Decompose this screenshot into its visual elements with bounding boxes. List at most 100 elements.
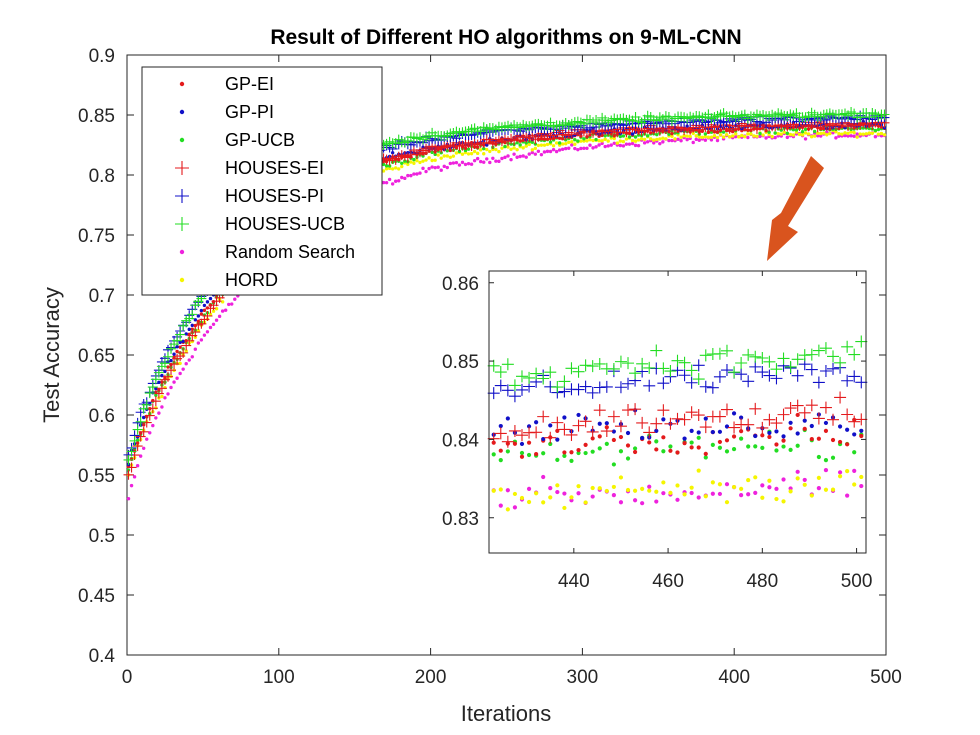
point [724,128,729,133]
point [506,154,510,158]
point [557,148,562,152]
point [542,143,547,147]
legend-item-gp-pi: GP-PI [179,102,274,122]
point [181,339,185,344]
inset-point [692,359,705,372]
point [746,135,750,140]
inset-point [713,370,726,383]
point [658,137,662,141]
point [524,141,528,145]
inset-point [784,360,797,373]
inset-point [498,503,503,508]
point [162,351,173,362]
inset-point [739,415,744,420]
inset-point [654,439,659,444]
point [478,159,483,164]
point [433,165,437,170]
inset-point [689,428,694,433]
point [715,135,720,140]
inset-point [661,435,666,440]
point [403,159,407,163]
point [649,137,653,141]
point [400,175,404,180]
point [488,149,492,154]
inset-point [622,404,635,417]
point [551,144,556,148]
point [469,162,474,166]
inset-point [597,421,602,426]
x-tick-label: 500 [870,667,902,688]
inset-point [668,490,673,495]
inset-point [569,495,574,500]
inset-point [519,454,525,459]
point [536,143,541,148]
point [418,171,422,175]
point [451,154,456,158]
point [630,141,635,146]
inset-point [848,348,861,361]
point [876,127,881,132]
point [633,143,638,148]
inset-point [717,429,723,434]
inset-x-tick-label: 460 [652,571,684,592]
point [141,399,152,410]
legend-label: HORD [225,270,278,290]
point [457,163,462,167]
inset-point [647,488,652,493]
point [196,314,201,318]
point [430,165,434,169]
point [645,140,650,144]
point [159,358,170,369]
point [153,388,164,399]
inset-point [713,410,726,423]
legend-label: Random Search [225,242,355,262]
point [141,423,146,427]
point [472,149,477,154]
inset-point [767,478,772,483]
point [482,160,486,164]
inset-point [632,498,638,503]
inset-point [739,493,744,498]
point [485,143,489,147]
inset-point [830,437,836,443]
inset-point [735,357,748,370]
point [800,133,805,137]
point [791,133,796,137]
point [791,128,796,132]
point [184,335,195,346]
inset-point [675,450,680,455]
inset-point [572,419,585,432]
inset-point [508,424,521,437]
inset-point [590,494,595,499]
y-tick-label: 0.75 [78,226,115,247]
inset-point [664,417,677,430]
legend-marker [175,161,189,175]
inset-point [859,433,864,439]
point [779,132,783,136]
inset-point [724,424,730,429]
point [406,162,410,167]
inset-point [724,482,730,487]
point [184,362,188,366]
point [430,150,434,155]
inset-point [753,433,758,439]
point [469,151,474,156]
inset-point [728,421,741,434]
inset-point [819,364,832,377]
inset-point [689,445,694,450]
point [214,318,219,322]
inset-y-tick-label: 0.84 [442,430,479,451]
point [703,134,708,139]
point [667,138,671,143]
point [840,132,844,136]
y-tick-label: 0.55 [78,466,115,487]
point [178,371,182,376]
inset-point [735,368,748,381]
legend-item-houses-ei: HOUSES-EI [175,158,324,178]
point [670,131,674,136]
inset-point [579,415,592,428]
point [718,133,723,137]
inset-point [523,371,536,384]
point [509,142,513,146]
